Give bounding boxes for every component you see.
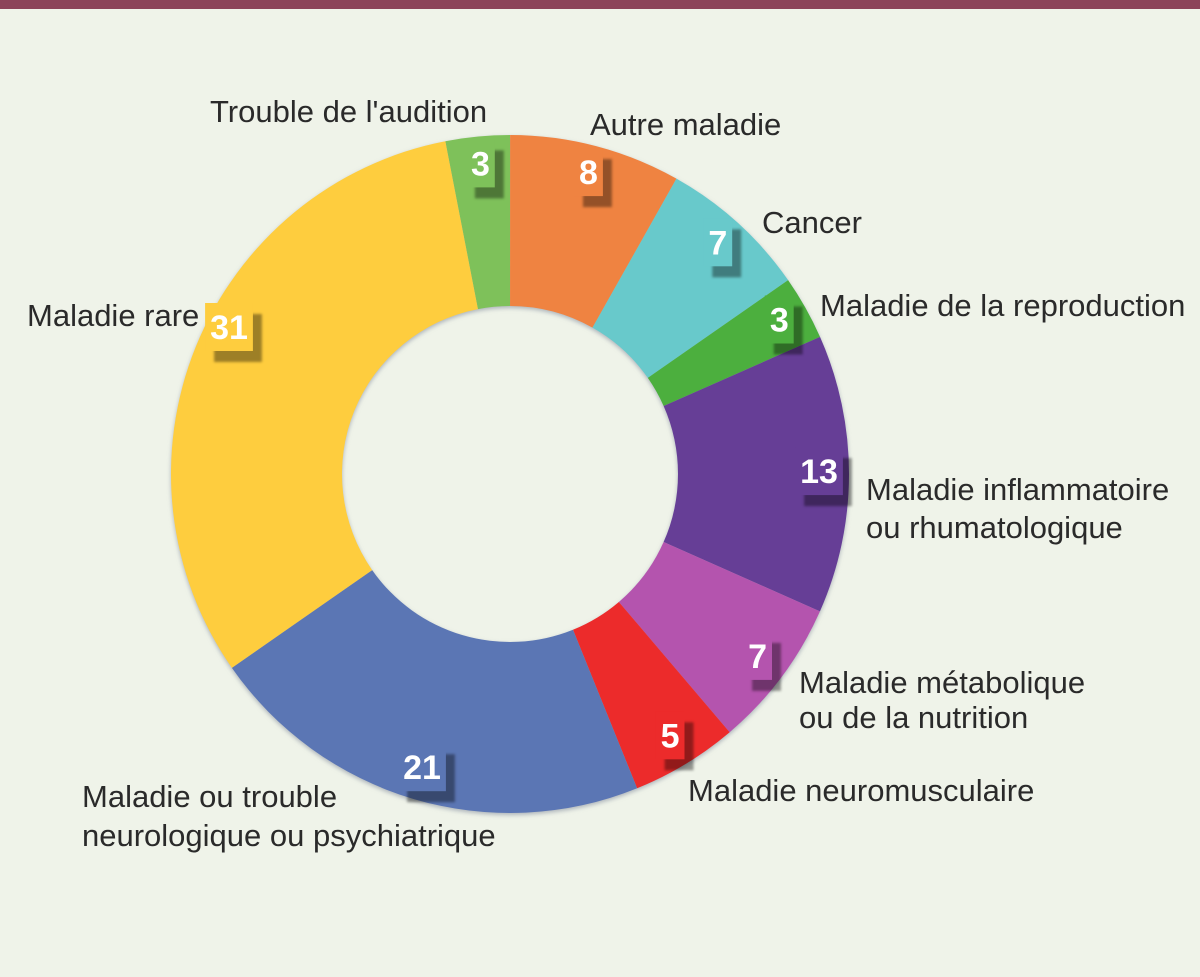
- svg-text:Maladie ou trouble: Maladie ou trouble: [82, 779, 337, 814]
- svg-text:Cancer: Cancer: [762, 205, 862, 240]
- svg-text:ou rhumatologique: ou rhumatologique: [866, 510, 1123, 545]
- svg-text:7: 7: [708, 224, 727, 262]
- svg-text:Maladie inflammatoire: Maladie inflammatoire: [866, 472, 1169, 507]
- svg-text:Maladie rare: Maladie rare: [27, 298, 199, 333]
- svg-text:Maladie métabolique: Maladie métabolique: [799, 665, 1085, 700]
- svg-text:5: 5: [661, 717, 680, 755]
- svg-text:31: 31: [210, 309, 248, 347]
- svg-text:7: 7: [748, 638, 767, 676]
- svg-text:ou de la nutrition: ou de la nutrition: [799, 700, 1028, 735]
- svg-text:neurologique ou psychiatrique: neurologique ou psychiatrique: [82, 818, 496, 853]
- svg-text:13: 13: [800, 453, 838, 491]
- svg-text:8: 8: [579, 154, 598, 192]
- svg-text:Maladie neuromusculaire: Maladie neuromusculaire: [688, 773, 1034, 808]
- svg-text:Trouble de l'audition: Trouble de l'audition: [210, 94, 487, 129]
- svg-text:Maladie de la reproduction: Maladie de la reproduction: [820, 288, 1185, 323]
- svg-text:3: 3: [770, 301, 789, 339]
- svg-text:21: 21: [403, 749, 441, 787]
- svg-text:Autre maladie: Autre maladie: [590, 107, 781, 142]
- svg-text:3: 3: [471, 145, 490, 183]
